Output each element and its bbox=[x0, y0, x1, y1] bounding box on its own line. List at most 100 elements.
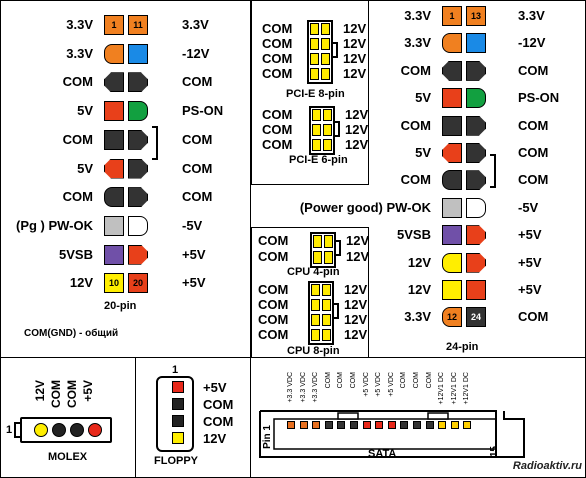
sata-label: COM bbox=[413, 372, 420, 389]
atx24-pin-left bbox=[442, 88, 462, 109]
floppy-pin bbox=[172, 415, 184, 427]
atx24-pin-right: 24 bbox=[466, 307, 486, 328]
atx20-pin-left: 10 bbox=[104, 273, 124, 294]
pcie6-latch bbox=[335, 120, 340, 137]
atx24-left-label: COM bbox=[400, 117, 431, 133]
atx20-left-label: COM bbox=[62, 189, 93, 205]
atx20-pin-right: 11 bbox=[128, 15, 148, 35]
atx20-right-label: +5V bbox=[182, 246, 206, 262]
atx24-right-label: -5V bbox=[518, 199, 539, 215]
pcie8-pin-left bbox=[310, 38, 319, 50]
sata-pin bbox=[362, 421, 371, 429]
cpu8-pin-right bbox=[322, 314, 331, 326]
pcie6-pin-left bbox=[312, 139, 321, 151]
atx24-pin-right bbox=[466, 197, 486, 218]
sata-label: +5 VDC bbox=[387, 372, 395, 397]
atx20-left-label: 3.3V bbox=[66, 45, 93, 61]
cpu8-pin-right bbox=[322, 284, 331, 296]
cpu8-left-label: COM bbox=[258, 297, 289, 312]
cpu4-pin-left bbox=[313, 235, 322, 248]
molex-label: COM bbox=[65, 380, 79, 408]
pcie6-right-label: 12V bbox=[345, 137, 369, 152]
pcie8-left-label: COM bbox=[262, 36, 293, 51]
cpu4-left-label: COM bbox=[258, 233, 289, 248]
pcie8-housing bbox=[307, 20, 333, 84]
atx20-caption: 20-pin bbox=[104, 300, 137, 312]
atx20-pin-left bbox=[104, 43, 124, 64]
pcie8-pin-right bbox=[321, 23, 330, 35]
atx24-pin-left bbox=[442, 33, 462, 54]
cpu4-left-label: COM bbox=[258, 249, 289, 264]
atx24-pin-right bbox=[466, 225, 486, 246]
cpu8-pin-left bbox=[311, 284, 320, 296]
molex-pin bbox=[34, 423, 48, 437]
atx24-left-label: 3.3V bbox=[404, 35, 431, 51]
pcie8-caption: PCI-E 8-pin bbox=[286, 88, 345, 100]
floppy-label: COM bbox=[203, 397, 234, 412]
pcie8-pin-right bbox=[321, 38, 330, 50]
cpu8-left-label: COM bbox=[258, 327, 289, 342]
cpu8-pin-right bbox=[322, 329, 331, 341]
atx20-right-label: 3.3V bbox=[182, 17, 209, 32]
atx20-left-label: COM bbox=[62, 74, 93, 90]
atx20-left-label: COM bbox=[62, 131, 93, 147]
atx24-pin-left bbox=[442, 280, 462, 300]
pcie6-pin-left bbox=[312, 109, 321, 121]
pcie6-left-label: COM bbox=[262, 107, 293, 122]
molex-pin bbox=[70, 423, 84, 437]
cpu8-right-label: 12V bbox=[344, 312, 368, 327]
floppy-pin1: 1 bbox=[172, 364, 179, 376]
pcie6-left-label: COM bbox=[262, 137, 293, 152]
atx20-pin-left bbox=[104, 101, 124, 122]
sata-pin1: Pin 1 bbox=[262, 425, 273, 449]
pcie8-right-label: 12V bbox=[343, 21, 367, 36]
atx24-right-label: +5V bbox=[518, 254, 542, 270]
pcie8-pin-right bbox=[321, 53, 330, 65]
cpu8-right-label: 12V bbox=[344, 297, 368, 312]
cpu4-caption: CPU 4-pin bbox=[287, 266, 340, 278]
cpu8-pin-left bbox=[311, 299, 320, 311]
molex-label: 12V bbox=[33, 380, 47, 402]
atx24-right-label: COM bbox=[518, 117, 549, 133]
cpu8-pin-right bbox=[322, 299, 331, 311]
atx24-right-label: -12V bbox=[518, 35, 546, 51]
cpu8-pin-left bbox=[311, 314, 320, 326]
sata-label: COM bbox=[400, 372, 408, 389]
atx20-pin-right bbox=[128, 158, 148, 179]
atx24-right-label: 3.3V bbox=[518, 8, 545, 23]
sata-pin bbox=[375, 421, 384, 429]
cpu4-right-label: 12V bbox=[346, 249, 370, 264]
atx20-left-label: (Pg ) PW-OK bbox=[15, 217, 93, 233]
sata-label: +5 VDC bbox=[375, 372, 383, 397]
watermark: Radioaktiv.ru bbox=[512, 460, 582, 472]
atx24-pin-right bbox=[466, 115, 486, 136]
pcie8-left-label: COM bbox=[262, 51, 293, 66]
sata-pin bbox=[312, 421, 321, 429]
sata-label: +3.3 VDC bbox=[312, 372, 320, 403]
pcie8-pin-left bbox=[310, 68, 319, 80]
atx20-right-label: +5V bbox=[182, 275, 206, 291]
atx24-left-label: 12V bbox=[407, 282, 431, 297]
atx24-caption: 24-pin bbox=[446, 341, 479, 353]
sata-label: +12V1 DC bbox=[450, 372, 458, 405]
cpu4-right-label: 12V bbox=[346, 233, 370, 248]
pcie6-right-label: 12V bbox=[345, 122, 369, 137]
sata-pin bbox=[324, 421, 333, 429]
pcie6-pin-right bbox=[323, 139, 332, 151]
atx24-pin-left bbox=[442, 170, 462, 191]
molex-caption: MOLEX bbox=[48, 451, 88, 463]
floppy-label: +5V bbox=[203, 380, 227, 395]
atx24-left-label: 3.3V bbox=[404, 8, 431, 23]
cpu8-left-label: COM bbox=[258, 282, 289, 297]
sata-label: COM bbox=[425, 372, 433, 389]
molex-label: COM bbox=[49, 380, 63, 408]
atx20-right-label: -5V bbox=[182, 217, 203, 233]
sata-pin bbox=[425, 421, 434, 429]
cpu4-latch bbox=[336, 240, 341, 256]
floppy-pin bbox=[172, 398, 184, 410]
cpu8-pin-left bbox=[311, 329, 320, 341]
cpu8-left-label: COM bbox=[258, 312, 289, 327]
atx24-pin-left bbox=[442, 225, 462, 246]
atx24-pin-right: 13 bbox=[466, 6, 486, 26]
atx24-pin-right bbox=[466, 143, 486, 163]
